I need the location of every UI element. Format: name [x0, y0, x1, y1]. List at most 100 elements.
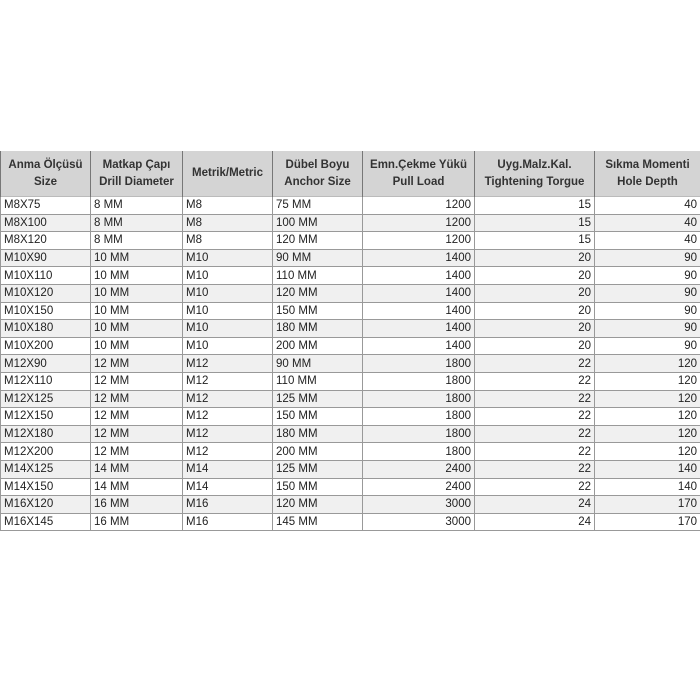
table-cell: 14 MM: [90, 459, 183, 479]
table-cell: 1800: [362, 354, 475, 373]
table-cell: M16X145: [0, 512, 91, 532]
table-row: M16X120 16 MM M16 120 MM 3000 24 170: [0, 495, 700, 514]
table-cell: 10 MM: [90, 266, 183, 285]
table-cell: 8 MM: [90, 213, 183, 233]
table-cell: 24: [474, 512, 595, 532]
table-cell: 12 MM: [90, 371, 183, 391]
table-cell: 120 MM: [272, 231, 363, 250]
table-cell: 20: [474, 283, 595, 303]
table-cell: 145 MM: [272, 512, 363, 532]
table-cell: 170: [594, 512, 700, 532]
table-row: M16X145 16 MM M16 145 MM 3000 24 170: [0, 512, 700, 532]
table-cell: 170: [594, 495, 700, 514]
table-row: M10X110 10 MM M10 110 MM 1400 20 90: [0, 266, 700, 285]
table-cell: 1400: [362, 319, 475, 338]
table-cell: M10: [182, 319, 273, 338]
table-row: M10X120 10 MM M10 120 MM 1400 20 90: [0, 283, 700, 303]
table-cell: 1800: [362, 407, 475, 426]
table-row: M12X180 12 MM M12 180 MM 1800 22 120: [0, 424, 700, 444]
table-cell: 120: [594, 424, 700, 444]
table-cell: 100 MM: [272, 213, 363, 233]
table-row: M8X100 8 MM M8 100 MM 1200 15 40: [0, 213, 700, 233]
table-cell: M8X120: [0, 231, 91, 250]
table-cell: 8 MM: [90, 231, 183, 250]
table-row: M12X110 12 MM M12 110 MM 1800 22 120: [0, 371, 700, 391]
table-cell: 90 MM: [272, 354, 363, 373]
table-cell: 150 MM: [272, 477, 363, 497]
table-cell: 15: [474, 231, 595, 250]
column-header: Matkap Çapı Drill Diameter: [90, 151, 183, 197]
table-cell: M14: [182, 459, 273, 479]
table-cell: M10: [182, 283, 273, 303]
table-cell: 12 MM: [90, 407, 183, 426]
header-label: Emn.Çekme Yükü: [370, 158, 467, 171]
table-cell: 120 MM: [272, 495, 363, 514]
table-cell: M16X120: [0, 495, 91, 514]
table-cell: 20: [474, 266, 595, 285]
table-cell: 110 MM: [272, 266, 363, 285]
table-cell: 10 MM: [90, 248, 183, 268]
table-row: M14X150 14 MM M14 150 MM 2400 22 140: [0, 477, 700, 497]
table-cell: 120 MM: [272, 283, 363, 303]
table-row: M8X120 8 MM M8 120 MM 1200 15 40: [0, 231, 700, 250]
table-cell: 1800: [362, 371, 475, 391]
table-cell: 200 MM: [272, 336, 363, 356]
column-header: Dübel Boyu Anchor Size: [272, 151, 363, 197]
table-cell: M10X90: [0, 248, 91, 268]
table-cell: 180 MM: [272, 424, 363, 444]
table-cell: 20: [474, 336, 595, 356]
table-cell: 1200: [362, 196, 475, 215]
table-cell: 200 MM: [272, 442, 363, 461]
table-cell: 22: [474, 354, 595, 373]
table-cell: 3000: [362, 512, 475, 532]
table-cell: 1200: [362, 231, 475, 250]
table-cell: 24: [474, 495, 595, 514]
header-label: Matkap Çapı: [102, 158, 171, 171]
table-cell: 90: [594, 301, 700, 321]
table-row: M12X90 12 MM M12 90 MM 1800 22 120: [0, 354, 700, 373]
table-cell: 14 MM: [90, 477, 183, 497]
table-row: M12X125 12 MM M12 125 MM 1800 22 120: [0, 389, 700, 409]
table-cell: 1800: [362, 389, 475, 409]
table-cell: 40: [594, 196, 700, 215]
table-cell: M8X75: [0, 196, 91, 215]
table-cell: M14X150: [0, 477, 91, 497]
table-cell: 1800: [362, 424, 475, 444]
table-cell: M12: [182, 389, 273, 409]
table-cell: 20: [474, 301, 595, 321]
table-cell: M12X125: [0, 389, 91, 409]
table-cell: 10 MM: [90, 301, 183, 321]
column-header: Uyg.Malz.Kal. Tightening Torgue: [474, 151, 595, 197]
table-cell: 120: [594, 371, 700, 391]
table-cell: 12 MM: [90, 424, 183, 444]
header-label: Metrik/Metric: [192, 167, 263, 179]
table-cell: 120: [594, 389, 700, 409]
table-cell: M10: [182, 301, 273, 321]
table-cell: 10 MM: [90, 319, 183, 338]
table-row: M8X75 8 MM M8 75 MM 1200 15 40: [0, 196, 700, 215]
table-cell: 125 MM: [272, 459, 363, 479]
table-cell: 22: [474, 389, 595, 409]
table-cell: 120: [594, 354, 700, 373]
table-cell: M12X150: [0, 407, 91, 426]
table-cell: 22: [474, 424, 595, 444]
table-cell: M12: [182, 354, 273, 373]
table-cell: 10 MM: [90, 283, 183, 303]
table-cell: M12X200: [0, 442, 91, 461]
table-cell: 180 MM: [272, 319, 363, 338]
table-cell: 1200: [362, 213, 475, 233]
table-cell: 1400: [362, 266, 475, 285]
header-label: Sıkma Momenti: [605, 158, 690, 171]
table-row: M14X125 14 MM M14 125 MM 2400 22 140: [0, 459, 700, 479]
column-header: Emn.Çekme Yükü Pull Load: [362, 151, 475, 197]
table-cell: 1800: [362, 442, 475, 461]
table-cell: M10: [182, 248, 273, 268]
table-cell: 40: [594, 213, 700, 233]
table-cell: M14X125: [0, 459, 91, 479]
table-cell: M10: [182, 266, 273, 285]
table-cell: 3000: [362, 495, 475, 514]
table-cell: M12: [182, 424, 273, 444]
table-cell: M12: [182, 371, 273, 391]
header-label: Pull Load: [392, 175, 445, 188]
table-cell: 8 MM: [90, 196, 183, 215]
